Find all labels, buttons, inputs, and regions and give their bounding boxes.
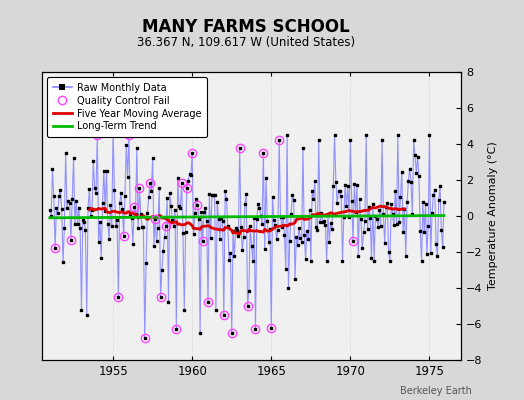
Text: Berkeley Earth: Berkeley Earth bbox=[400, 386, 472, 396]
Text: MANY FARMS SCHOOL: MANY FARMS SCHOOL bbox=[143, 18, 350, 36]
Legend: Raw Monthly Data, Quality Control Fail, Five Year Moving Average, Long-Term Tren: Raw Monthly Data, Quality Control Fail, … bbox=[47, 77, 208, 137]
Y-axis label: Temperature Anomaly (°C): Temperature Anomaly (°C) bbox=[488, 142, 498, 290]
Text: 36.367 N, 109.617 W (United States): 36.367 N, 109.617 W (United States) bbox=[137, 36, 355, 49]
